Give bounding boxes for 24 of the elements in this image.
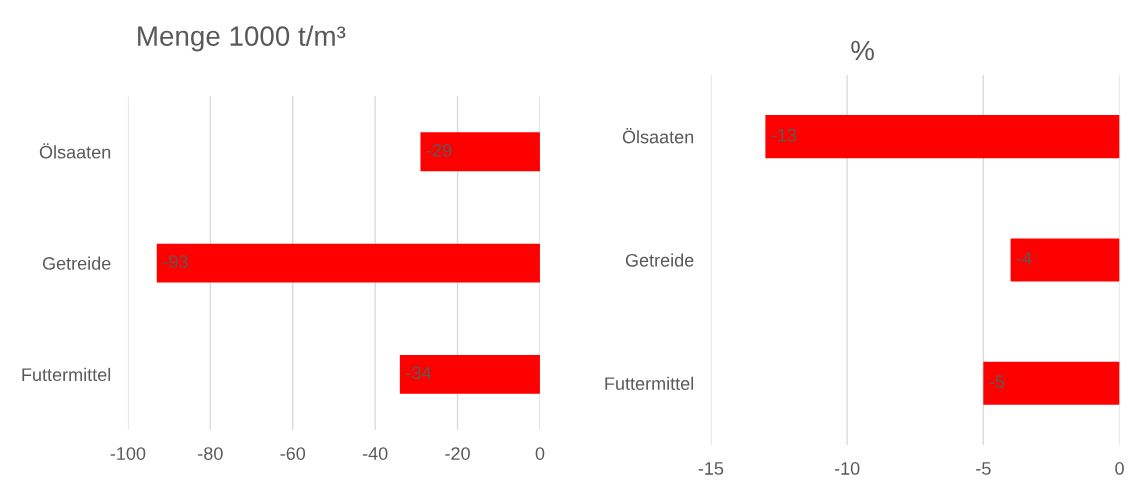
data-label: -93 <box>163 255 188 268</box>
x-tick-label: -10 <box>834 462 860 475</box>
y-tick-label: Getreide <box>625 253 694 267</box>
y-tick-label: Getreide <box>42 256 111 270</box>
x-tick-label: -80 <box>198 447 223 460</box>
y-tick-label: Futtermittel <box>605 376 694 390</box>
x-tick-label: -15 <box>698 462 724 475</box>
x-tick-label: 0 <box>1115 462 1124 475</box>
x-tick-label: -100 <box>110 447 146 460</box>
x-tick-label: -5 <box>976 462 991 475</box>
y-tick-label: Futtermittel <box>22 367 111 382</box>
y-tick-label: Ölsaaten <box>622 128 694 144</box>
chart-title: Menge 1000 t/m³ <box>138 25 346 52</box>
x-tick-label: -60 <box>280 447 306 460</box>
chart-title: % <box>851 40 874 61</box>
y-tick-label: Ölsaaten <box>39 143 111 159</box>
data-label: -13 <box>771 128 797 142</box>
data-label: -34 <box>406 366 431 380</box>
data-label: -4 <box>1016 252 1032 265</box>
x-tick-label: -20 <box>445 447 470 460</box>
data-label: -29 <box>426 143 452 157</box>
x-tick-label: -40 <box>362 447 388 460</box>
data-label: -5 <box>989 375 1005 389</box>
x-tick-label: 0 <box>535 447 545 460</box>
